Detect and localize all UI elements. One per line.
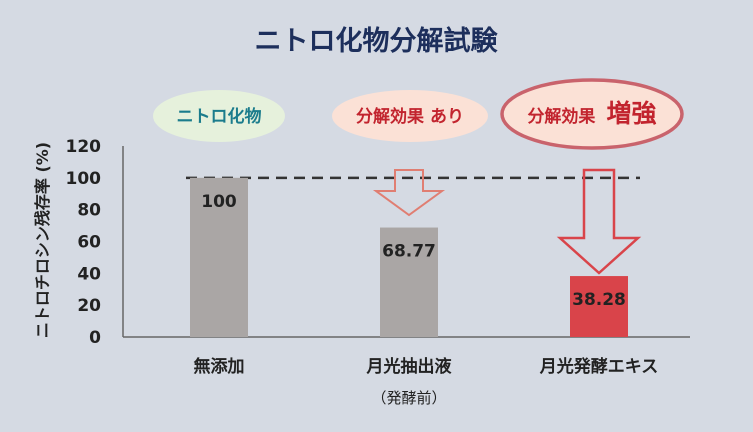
bar	[570, 276, 628, 337]
y-tick-label: 0	[89, 328, 101, 348]
y-tick-label: 100	[66, 169, 102, 189]
y-axis-label: ニトロチロシン残存率 (%)	[33, 142, 52, 338]
badge-enhanced: 分解効果 増強	[500, 78, 684, 150]
bar	[380, 227, 438, 337]
bar-value-label: 100	[201, 192, 237, 212]
bar-value-label: 68.77	[382, 242, 436, 262]
chart-title: ニトロ化物分解試験	[255, 25, 499, 57]
x-tick-label: 月光発酵エキス	[539, 356, 659, 377]
x-tick-note: （発酵前）	[371, 389, 446, 407]
y-tick-label: 20	[77, 296, 101, 316]
labels: 100 無添加 68.77 月光抽出液 （発酵前） 38.28 月光発酵エキス	[194, 192, 659, 407]
bar-value-label: 38.28	[572, 290, 626, 310]
y-tick-label: 120	[66, 137, 102, 157]
x-tick-label: 無添加	[194, 356, 245, 377]
badge-effect-label: 分解効果 あり	[356, 106, 464, 127]
svg-text:分解効果 増強: 分解効果 増強	[527, 99, 656, 128]
badge-effect: 分解効果 あり	[332, 90, 488, 142]
bar	[190, 177, 248, 337]
down-arrow	[556, 168, 642, 275]
x-tick-label: 月光抽出液	[366, 356, 452, 377]
y-tick-label: 60	[77, 233, 101, 253]
badge-enhanced-strong: 増強	[607, 99, 657, 128]
bars	[190, 177, 628, 337]
badge-nitro: ニトロ化物	[153, 90, 285, 142]
y-tick-label: 80	[77, 201, 101, 221]
badge-enhanced-label: 分解効果	[527, 106, 595, 127]
y-ticks: 0 20 40 60 80 100 120	[66, 137, 102, 348]
arrows	[372, 168, 642, 275]
down-arrow	[372, 169, 446, 217]
badge-nitro-label: ニトロ化物	[177, 106, 262, 127]
y-tick-label: 40	[77, 264, 101, 284]
